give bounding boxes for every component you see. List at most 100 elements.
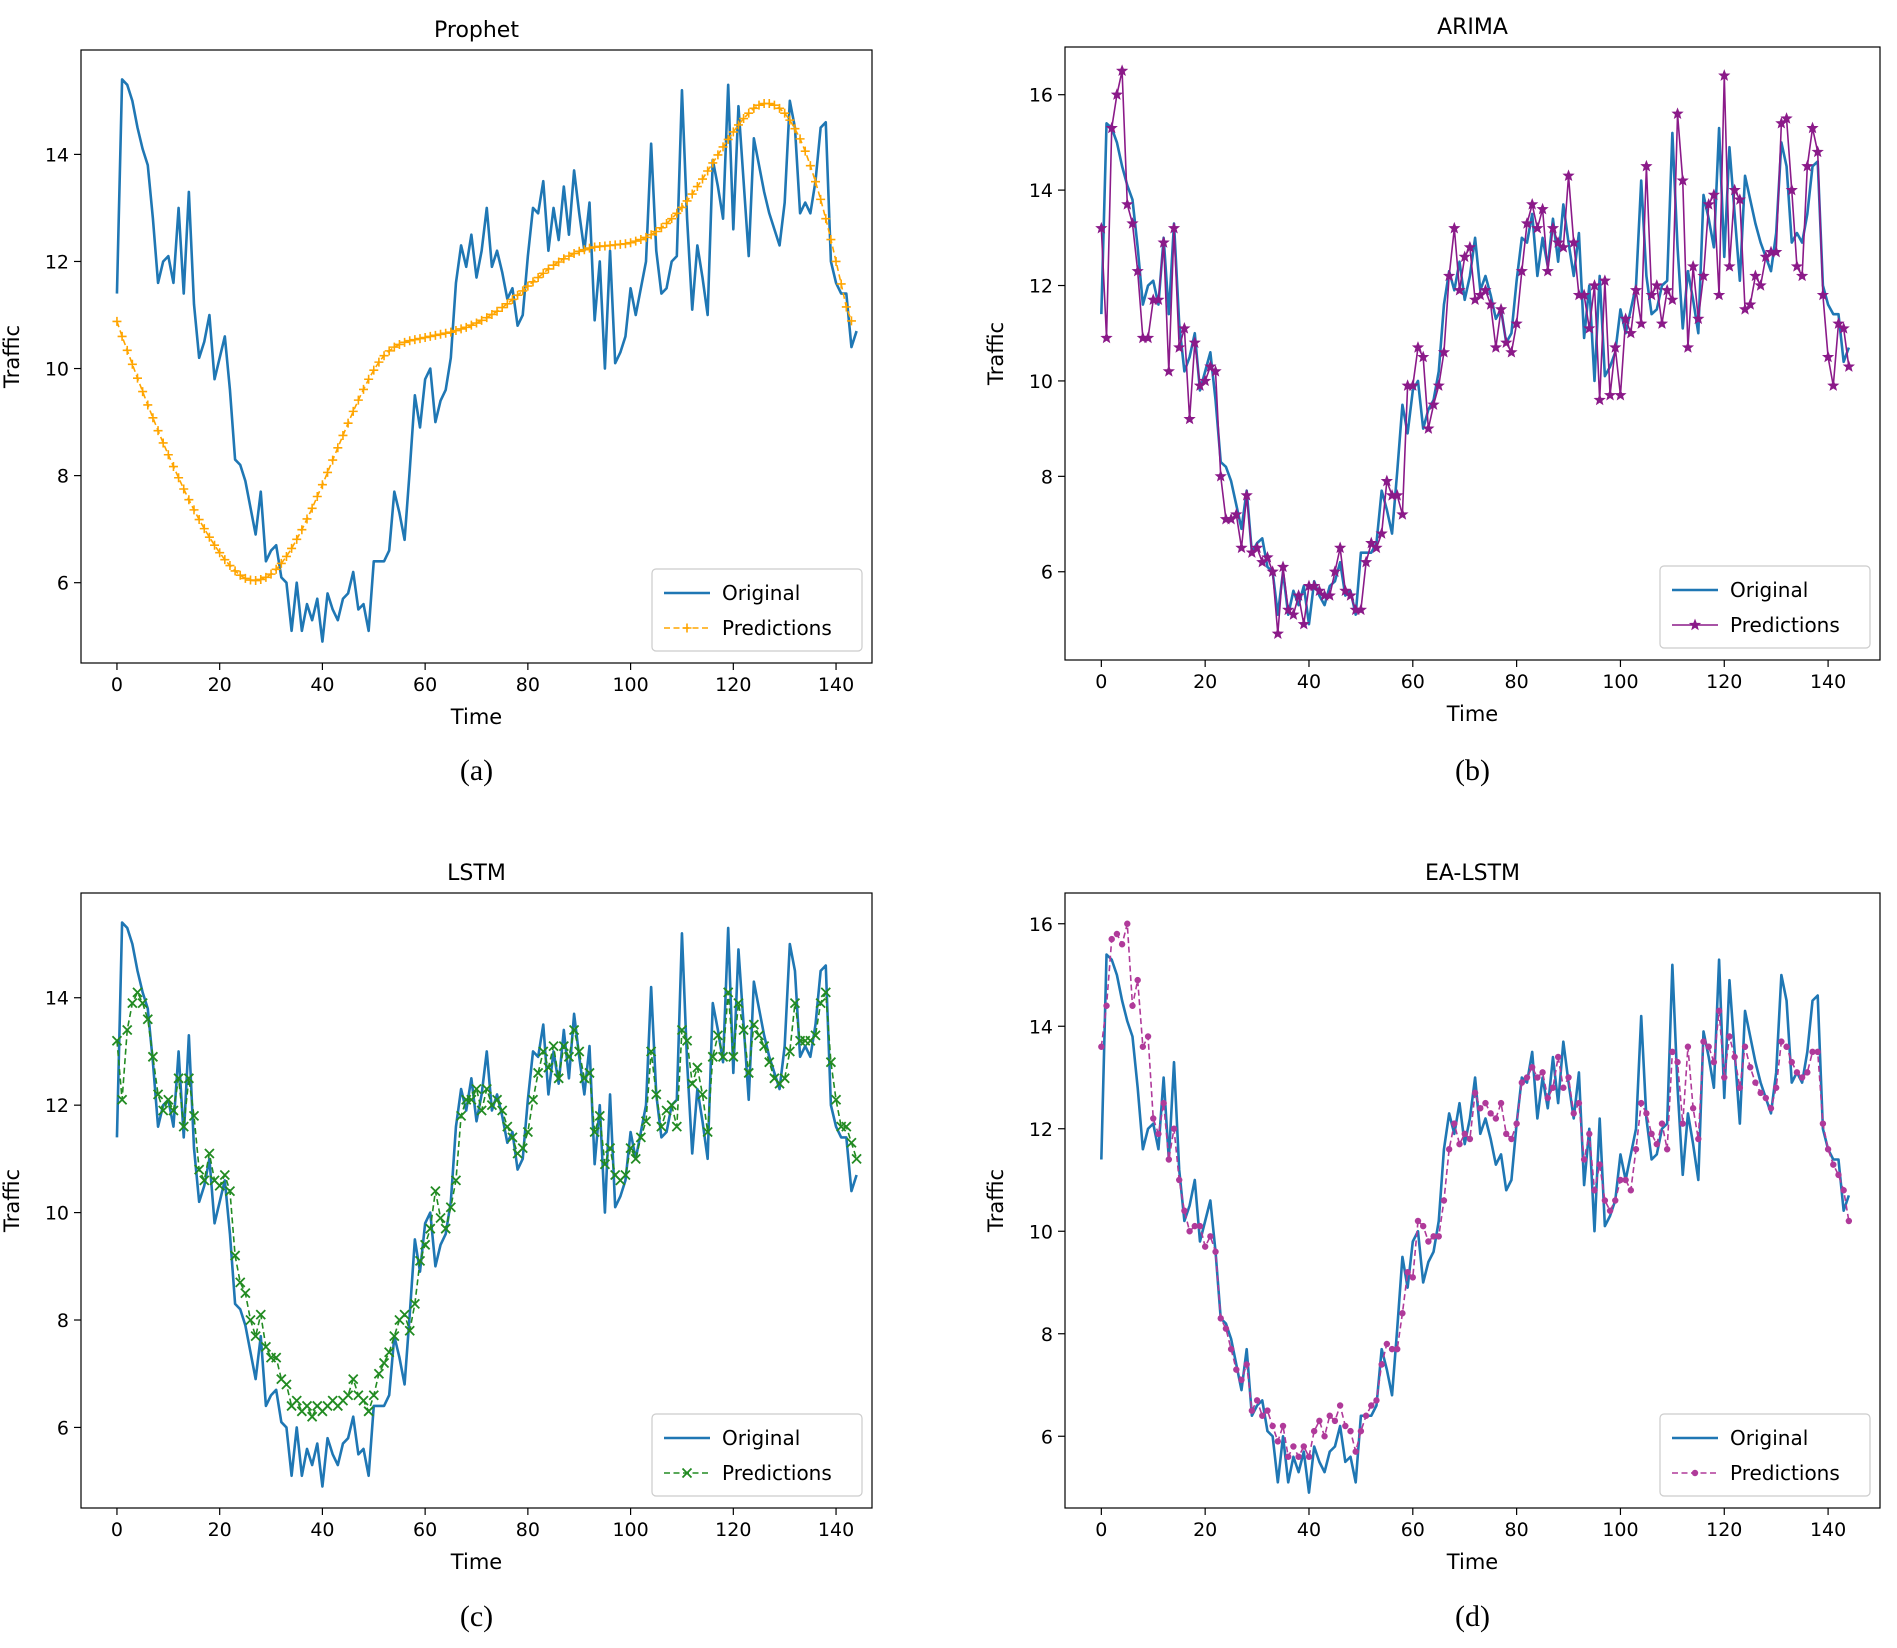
x-tick-label: 0 (1095, 1519, 1107, 1541)
data-point (1658, 1120, 1666, 1127)
data-point (1534, 1074, 1541, 1081)
legend-label: Original (1730, 578, 1808, 602)
data-point (641, 232, 651, 242)
data-point (764, 99, 774, 109)
data-point (744, 108, 754, 118)
data-point (502, 299, 512, 309)
data-point (820, 987, 831, 998)
data-point (1798, 1074, 1806, 1081)
data-point (425, 1223, 436, 1234)
data-point (1503, 1130, 1510, 1138)
data-point (743, 1067, 754, 1079)
data-point (328, 455, 338, 465)
data-point (152, 1089, 164, 1100)
x-tick-label: 60 (413, 1519, 437, 1541)
data-point (1635, 317, 1648, 329)
data-point (1726, 1033, 1733, 1040)
data-point (158, 1105, 169, 1116)
data-point (471, 1083, 482, 1095)
x-tick-label: 100 (1602, 671, 1638, 693)
data-point (635, 1132, 647, 1143)
data-point (410, 335, 420, 345)
data-point (1124, 920, 1131, 927)
data-point (260, 1341, 272, 1352)
data-point (158, 438, 168, 448)
data-point (1508, 1135, 1515, 1143)
data-point (1567, 236, 1580, 248)
data-point (210, 540, 220, 550)
data-point (554, 257, 564, 267)
data-point (1243, 1361, 1250, 1368)
data-point (630, 1153, 641, 1165)
data-point (477, 315, 487, 325)
data-point (548, 1040, 559, 1052)
data-point (1528, 1064, 1536, 1071)
data-point (502, 1121, 513, 1132)
data-point (1744, 298, 1757, 310)
legend-label: Predictions (722, 1461, 832, 1485)
data-point (1269, 1422, 1276, 1430)
data-point (455, 1110, 467, 1122)
data-point (168, 1105, 179, 1116)
data-point (1362, 1412, 1370, 1419)
data-point (754, 100, 764, 110)
data-point (1432, 379, 1445, 391)
data-point (1352, 1448, 1359, 1455)
y-axis-label: Traffic (0, 1169, 24, 1233)
data-point (1131, 264, 1144, 277)
data-point (1321, 1433, 1328, 1440)
data-point (1684, 1043, 1692, 1050)
legend-marker (681, 1467, 693, 1479)
data-point (307, 503, 317, 513)
data-point (1108, 935, 1115, 943)
data-point (1391, 488, 1404, 501)
x-tick-label: 140 (818, 674, 854, 696)
data-point (1141, 331, 1155, 344)
data-point (384, 1347, 395, 1358)
data-point (1832, 317, 1845, 329)
data-point (1689, 1105, 1697, 1112)
data-point (1715, 1007, 1723, 1015)
data-point (1388, 1345, 1396, 1353)
chart-title: ARIMA (1437, 15, 1508, 40)
data-point (1230, 508, 1243, 520)
data-point (1342, 1422, 1349, 1430)
data-point (414, 1255, 426, 1267)
data-point (1451, 1120, 1458, 1127)
data-point (1762, 1094, 1769, 1102)
data-point (775, 103, 785, 113)
y-axis-label: Traffic (0, 325, 24, 389)
data-point (1681, 341, 1695, 353)
plot-area (112, 78, 858, 643)
data-point (713, 150, 723, 160)
data-point (1588, 279, 1601, 291)
data-point (692, 1062, 703, 1073)
data-point (235, 1277, 246, 1288)
legend-label: Predictions (1730, 1461, 1840, 1485)
data-point (174, 473, 184, 483)
x-tick-label: 100 (612, 1519, 648, 1541)
data-point (1453, 283, 1466, 296)
data-point (1445, 1146, 1453, 1153)
data-point (1463, 240, 1477, 253)
data-point (1520, 217, 1534, 229)
y-tick-label: 12 (45, 251, 69, 273)
data-point (1816, 288, 1830, 301)
data-point (143, 400, 153, 410)
data-point (1233, 1366, 1240, 1373)
data-point (1290, 1443, 1297, 1450)
data-point (825, 1057, 837, 1068)
data-point (1295, 1453, 1302, 1460)
data-point (1157, 236, 1170, 248)
data-point (363, 1406, 374, 1417)
data-point (368, 1390, 379, 1401)
data-point (1546, 221, 1560, 234)
data-point (667, 214, 677, 224)
data-point (687, 189, 697, 199)
data-point (178, 1121, 189, 1132)
data-point (507, 294, 517, 304)
data-point (312, 492, 322, 501)
data-point (666, 1100, 677, 1111)
data-point (1606, 1207, 1614, 1214)
data-point (137, 997, 148, 1009)
